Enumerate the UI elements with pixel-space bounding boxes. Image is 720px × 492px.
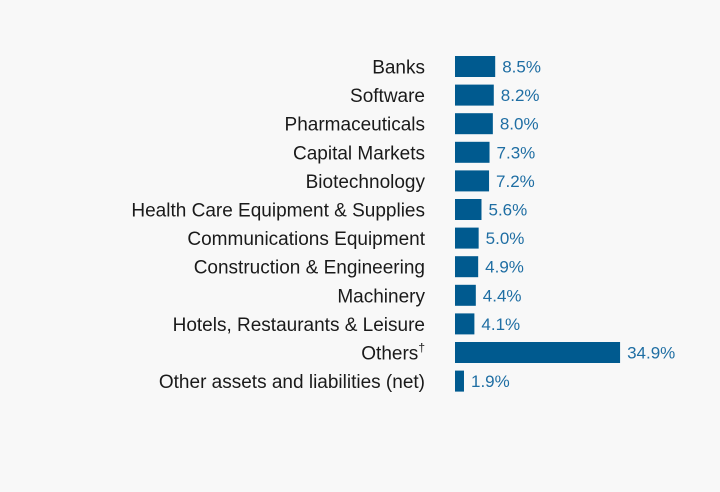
- value-label-communications-equipment: 5.0%: [486, 229, 525, 248]
- value-label-capital-markets: 7.3%: [497, 143, 536, 162]
- value-label-machinery: 4.4%: [483, 286, 522, 305]
- category-label-software: Software: [350, 86, 425, 107]
- bar-machinery: [455, 284, 476, 306]
- bar-software: [455, 84, 494, 106]
- category-label-banks: Banks: [372, 58, 425, 79]
- category-label-communications-equipment: Communications Equipment: [187, 229, 425, 250]
- category-label-pharmaceuticals: Pharmaceuticals: [285, 115, 425, 136]
- bar-hotels-restaurants-leisure: [455, 313, 475, 335]
- value-label-software: 8.2%: [501, 86, 540, 105]
- bar-capital-markets: [455, 141, 490, 163]
- category-label-construction-engineering: Construction & Engineering: [194, 258, 425, 279]
- bar-health-care-equipment-supplies: [455, 199, 482, 220]
- value-label-construction-engineering: 4.9%: [485, 258, 524, 277]
- bar-others: [455, 342, 621, 363]
- bar-other-assets-and-liabilities-net: [455, 370, 464, 392]
- category-label-machinery: Machinery: [337, 286, 425, 307]
- value-label-pharmaceuticals: 8.0%: [500, 115, 539, 134]
- category-label-hotels-restaurants-leisure: Hotels, Restaurants & Leisure: [173, 315, 425, 336]
- category-label-others: Others†: [361, 341, 425, 365]
- bar-construction-engineering: [455, 256, 479, 278]
- value-label-hotels-restaurants-leisure: 4.1%: [481, 315, 520, 334]
- value-label-other-assets-and-liabilities-net: 1.9%: [471, 372, 510, 391]
- value-label-banks: 8.5%: [502, 58, 541, 77]
- bar-pharmaceuticals: [455, 113, 493, 135]
- category-label-health-care-equipment-supplies: Health Care Equipment & Supplies: [131, 201, 425, 222]
- value-label-others: 34.9%: [627, 344, 675, 363]
- value-label-biotechnology: 7.2%: [496, 172, 535, 191]
- category-label-other-assets-and-liabilities-net: Other assets and liabilities (net): [159, 372, 425, 393]
- category-label-capital-markets: Capital Markets: [293, 143, 425, 164]
- category-label-biotechnology: Biotechnology: [306, 172, 426, 193]
- bar-banks: [455, 56, 496, 77]
- bar-biotechnology: [455, 170, 490, 192]
- value-label-health-care-equipment-supplies: 5.6%: [488, 201, 527, 220]
- bar-communications-equipment: [455, 227, 479, 249]
